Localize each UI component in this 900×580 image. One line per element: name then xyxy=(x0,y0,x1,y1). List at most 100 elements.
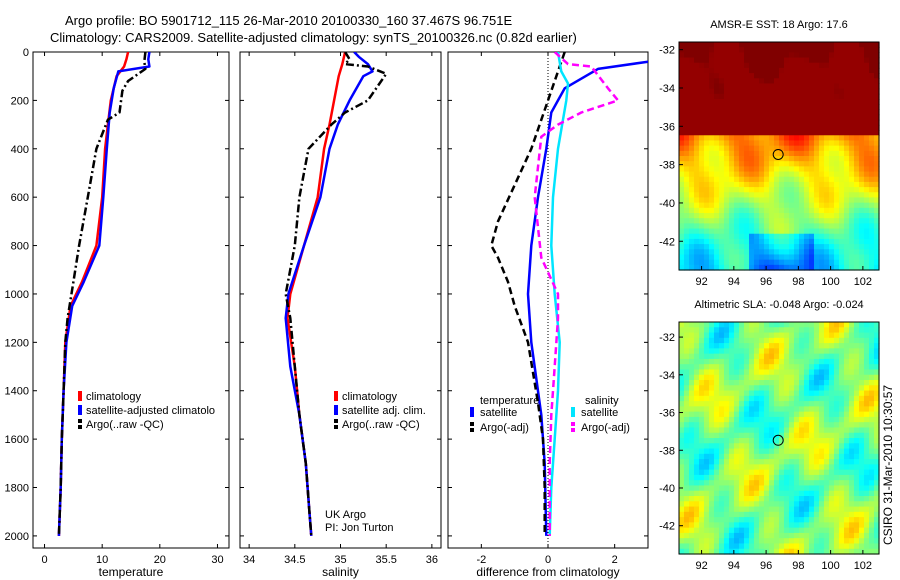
heatmap-cell xyxy=(744,119,750,126)
heatmap-cell xyxy=(829,88,835,95)
heatmap-cell xyxy=(869,166,875,173)
heatmap-cell xyxy=(874,207,880,214)
heatmap-cell xyxy=(704,432,710,439)
heatmap-cell xyxy=(754,443,760,450)
heatmap-cell xyxy=(689,548,695,555)
heatmap-cell xyxy=(874,443,880,450)
heatmap-cell xyxy=(744,197,750,204)
heatmap-cell xyxy=(819,192,825,199)
heatmap-cell xyxy=(694,78,700,85)
heatmap-cell xyxy=(819,78,825,85)
heatmap-cell xyxy=(769,348,775,355)
heatmap-cell xyxy=(724,543,730,550)
heatmap-cell xyxy=(859,416,865,423)
heatmap-cell xyxy=(874,104,880,110)
heatmap-cell xyxy=(759,358,765,365)
heatmap-cell xyxy=(804,202,810,209)
heatmap-cell xyxy=(844,459,850,465)
heatmap-cell xyxy=(724,192,730,199)
heatmap-cell xyxy=(849,348,855,355)
heatmap-cell xyxy=(839,42,845,48)
heatmap-cell xyxy=(864,181,870,188)
heatmap-cell xyxy=(694,416,700,423)
heatmap-cell xyxy=(834,135,840,142)
heatmap-cell xyxy=(694,453,700,460)
heatmap-cell xyxy=(794,140,800,147)
heatmap-cell xyxy=(864,538,870,545)
heatmap-cell xyxy=(794,532,800,539)
heatmap-cell xyxy=(774,506,780,513)
heatmap-cell xyxy=(699,93,705,100)
heatmap-cell xyxy=(839,135,845,142)
heatmap-cell xyxy=(759,527,765,534)
heatmap-cell xyxy=(734,474,740,481)
heatmap-cell xyxy=(729,181,735,188)
heatmap-cell xyxy=(724,490,730,497)
heatmap-cell xyxy=(744,395,750,402)
heatmap-cell xyxy=(684,406,690,413)
heatmap-cell xyxy=(709,223,715,230)
heatmap-cell xyxy=(699,42,705,48)
heatmap-cell xyxy=(864,432,870,439)
heatmap-cell xyxy=(739,459,745,465)
heatmap-cell xyxy=(734,459,740,465)
heatmap-cell xyxy=(849,522,855,529)
heatmap-cell xyxy=(784,522,790,529)
heatmap-cell xyxy=(874,322,880,328)
heatmap-cell xyxy=(774,406,780,413)
heatmap-cell xyxy=(834,171,840,178)
heatmap-cell xyxy=(754,469,760,476)
heatmap-cell xyxy=(814,140,820,147)
heatmap-cell xyxy=(684,166,690,173)
heatmap-cell xyxy=(809,364,815,371)
heatmap-cell xyxy=(714,527,720,534)
heatmap-cell xyxy=(874,438,880,444)
heatmap-cell xyxy=(824,522,830,529)
heatmap-cell xyxy=(844,181,850,188)
heatmap-cell xyxy=(754,244,760,250)
heatmap-cell xyxy=(679,364,685,371)
heatmap-cell xyxy=(834,385,840,392)
heatmap-cell xyxy=(799,390,805,397)
y-tick-label: -42 xyxy=(659,236,675,248)
heatmap-cell xyxy=(694,114,700,121)
heatmap-cell xyxy=(854,453,860,460)
heatmap-cell xyxy=(804,104,810,110)
heatmap-cell xyxy=(824,259,830,266)
heatmap-cell xyxy=(749,166,755,173)
heatmap-cell xyxy=(699,171,705,178)
y-tick-label: -34 xyxy=(659,370,675,382)
heatmap-cell xyxy=(799,453,805,460)
heatmap-cell xyxy=(769,145,775,152)
y-tick-label: 1400 xyxy=(5,386,29,398)
heatmap-cell xyxy=(814,223,820,230)
heatmap-cell xyxy=(704,374,710,381)
heatmap-cell xyxy=(864,233,870,240)
heatmap-cell xyxy=(709,140,715,147)
heatmap-cell xyxy=(764,480,770,487)
heatmap-cell xyxy=(789,83,795,90)
heatmap-cell xyxy=(754,327,760,334)
heatmap-cell xyxy=(684,543,690,550)
heatmap-cell xyxy=(789,517,795,523)
x-tick-label: 30 xyxy=(211,554,223,566)
heatmap-cell xyxy=(779,254,785,261)
heatmap-cell xyxy=(779,474,785,481)
heatmap-cell xyxy=(744,259,750,266)
heatmap-cell xyxy=(704,438,710,444)
heatmap-cell xyxy=(744,78,750,85)
heatmap-cell xyxy=(774,480,780,487)
heatmap-cell xyxy=(854,390,860,397)
heatmap-cell xyxy=(859,348,865,355)
heatmap-cell xyxy=(789,197,795,204)
heatmap-cell xyxy=(734,538,740,545)
heatmap-cell xyxy=(789,490,795,497)
heatmap-cell xyxy=(734,374,740,381)
heatmap-cell xyxy=(819,93,825,100)
heatmap-cell xyxy=(744,249,750,256)
heatmap-cell xyxy=(684,197,690,204)
heatmap-cell xyxy=(684,161,690,167)
heatmap-cell xyxy=(694,506,700,513)
heatmap-cell xyxy=(869,443,875,450)
heatmap-cell xyxy=(699,47,705,53)
